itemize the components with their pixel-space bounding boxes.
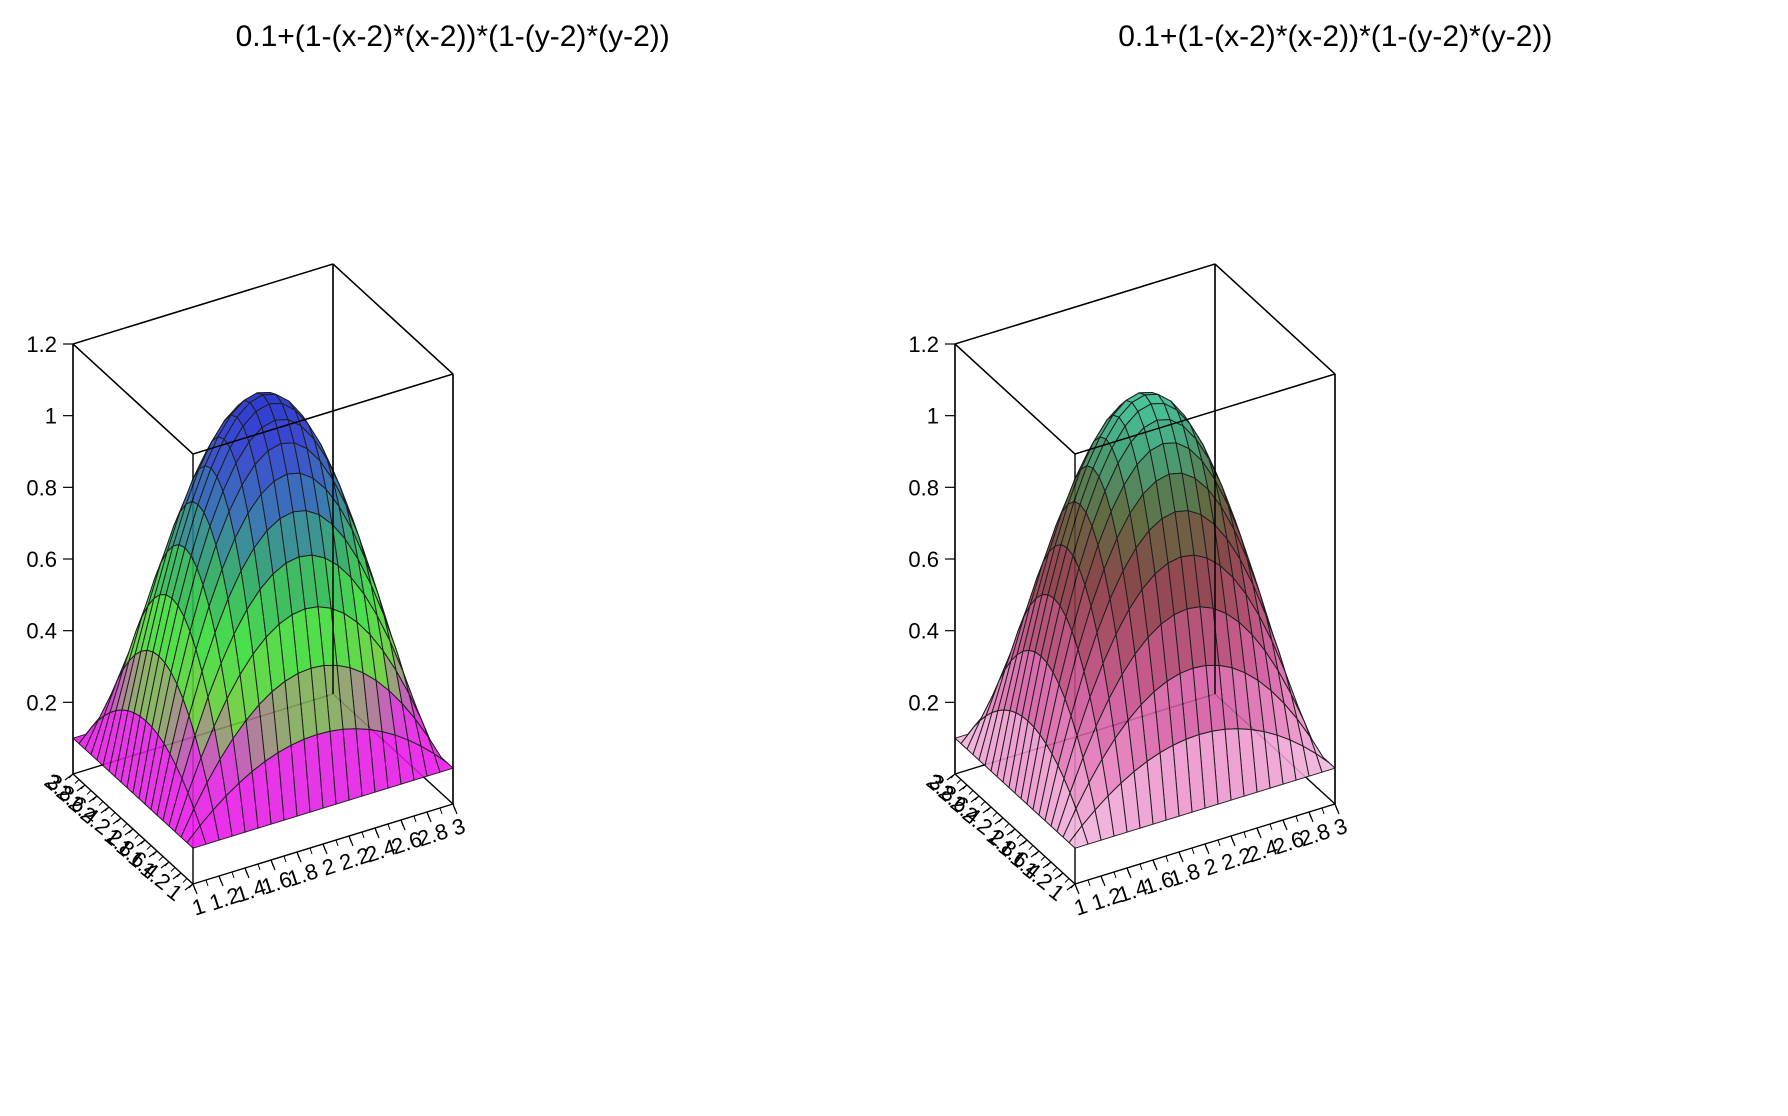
svg-text:1: 1 [927, 404, 939, 429]
svg-text:2: 2 [319, 853, 338, 881]
title-left: 0.1+(1-(x-2)*(x-2))*(1-(y-2)*(y-2)) [23, 20, 883, 54]
svg-text:0.2: 0.2 [26, 690, 57, 715]
svg-text:0.8: 0.8 [909, 475, 940, 500]
svg-text:0.2: 0.2 [909, 690, 940, 715]
svg-text:0.6: 0.6 [26, 547, 57, 572]
svg-text:0.8: 0.8 [26, 475, 57, 500]
title-right: 0.1+(1-(x-2)*(x-2))*(1-(y-2)*(y-2)) [905, 20, 1765, 54]
svg-text:2.8: 2.8 [414, 818, 451, 851]
svg-text:1.8: 1.8 [284, 858, 321, 891]
surface-plot-left: 0.20.40.60.811.211.21.41.61.822.22.42.62… [23, 54, 883, 1034]
svg-text:3: 3 [1331, 813, 1350, 841]
svg-text:0.4: 0.4 [26, 619, 57, 644]
svg-text:1: 1 [1071, 893, 1090, 921]
surface [955, 392, 1335, 848]
svg-text:1.2: 1.2 [909, 332, 940, 357]
svg-text:2.8: 2.8 [1297, 818, 1334, 851]
svg-text:0.4: 0.4 [909, 619, 940, 644]
svg-text:1.8: 1.8 [1167, 858, 1204, 891]
svg-text:1.2: 1.2 [26, 332, 57, 357]
svg-text:2: 2 [1201, 853, 1220, 881]
panel-right: 0.1+(1-(x-2)*(x-2))*(1-(y-2)*(y-2)) 0.20… [905, 0, 1765, 1080]
z-axis: 0.2 0.4 0.6 0.8 1 1.2 [909, 332, 956, 715]
panel-left: 0.1+(1-(x-2)*(x-2))*(1-(y-2)*(y-2)) 0.20… [23, 0, 883, 1080]
surface [73, 392, 453, 848]
surface-plot-right: 0.20.40.60.811.211.21.41.61.822.22.42.62… [905, 54, 1765, 1034]
svg-text:1: 1 [44, 404, 56, 429]
svg-text:1: 1 [189, 893, 208, 921]
svg-text:3: 3 [449, 813, 468, 841]
z-axis: 0.2 0.4 0.6 0.8 1 1.2 [26, 332, 73, 715]
svg-text:0.6: 0.6 [909, 547, 940, 572]
